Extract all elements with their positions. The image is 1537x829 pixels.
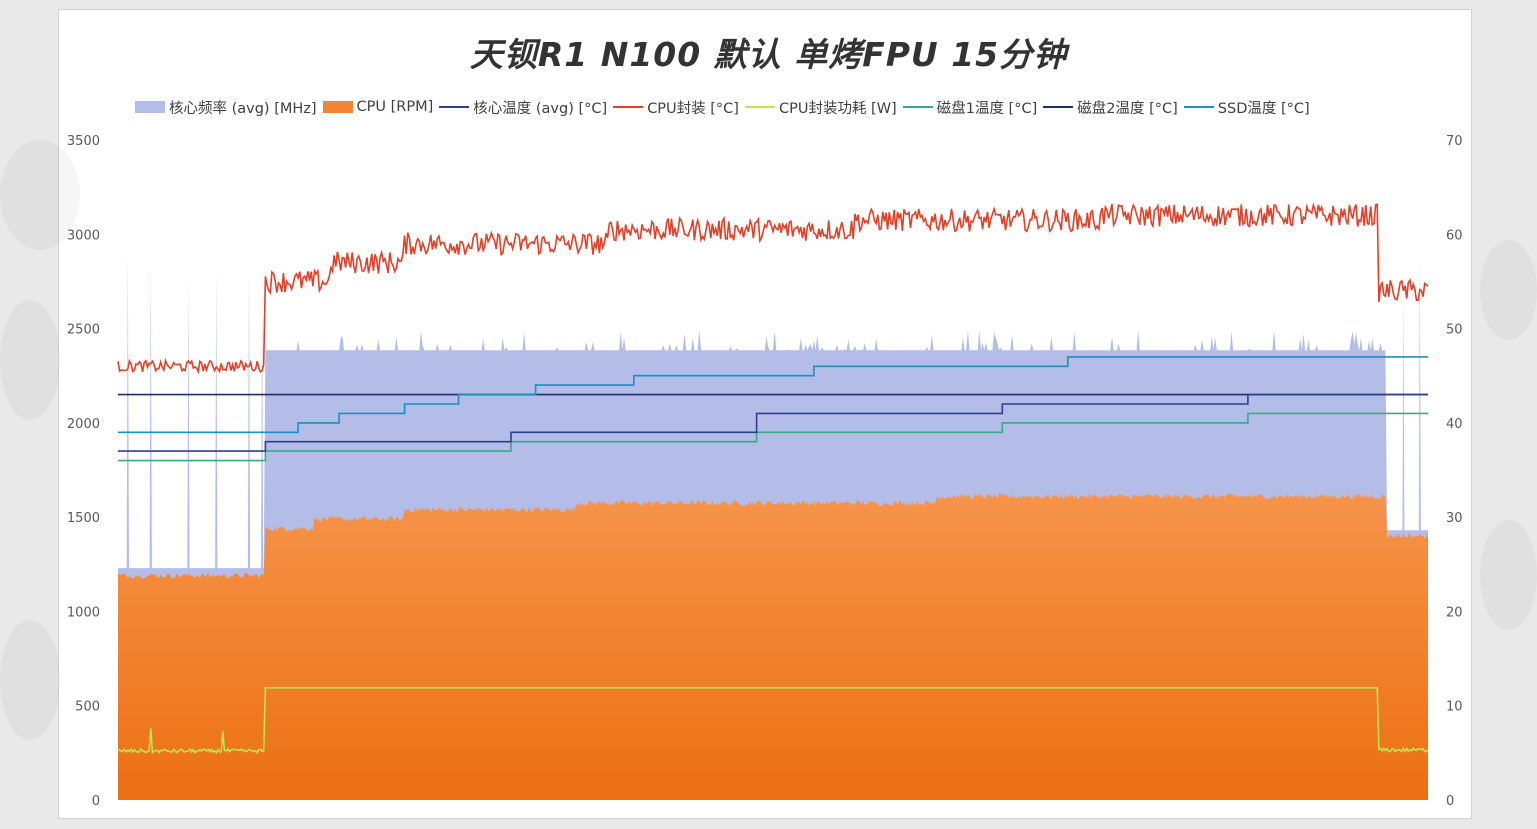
y-tick-left: 0: [92, 794, 100, 809]
legend-item-fan: CPU [RPM]: [322, 99, 434, 115]
legend-label: CPU封装功耗 [W]: [778, 100, 897, 117]
series-line-disk1: [118, 412, 1428, 462]
legend-label: 核心频率 (avg) [MHz]: [169, 100, 317, 117]
legend-swatch: [744, 106, 775, 108]
legend-swatch: [613, 106, 644, 108]
legend-swatch: [902, 106, 933, 108]
legend-item-disk2: 磁盘2温度 [°C]: [1043, 97, 1178, 118]
series-line-package-power: [117, 687, 1428, 755]
y-tick-right: 50: [1446, 323, 1463, 338]
chart-legend: 核心频率 (avg) [MHz] CPU [RPM] 核心温度 (avg) [°…: [135, 96, 1435, 118]
y-tick-left: 3500: [67, 134, 100, 149]
legend-label: SSD温度 [°C]: [1217, 100, 1310, 117]
legend-item-disk1: 磁盘1温度 [°C]: [902, 97, 1038, 118]
legend-item-package-temp: CPU封装 [°C]: [613, 97, 739, 118]
y-tick-right: 70: [1446, 134, 1463, 149]
series-line-core-temp: [118, 393, 1428, 452]
y-tick-left: 1500: [67, 511, 100, 526]
y-tick-right: 0: [1446, 794, 1454, 809]
y-tick-right: 40: [1446, 417, 1463, 432]
y-tick-right: 20: [1446, 605, 1463, 620]
legend-label: 磁盘1温度 [°C]: [936, 100, 1038, 117]
legend-label: 磁盘2温度 [°C]: [1077, 100, 1178, 117]
legend-item-package-power: CPU封装功耗 [W]: [744, 97, 897, 118]
y-tick-left: 2000: [67, 417, 100, 432]
legend-swatch: [1043, 106, 1074, 108]
y-tick-left: 3000: [67, 228, 100, 243]
legend-item-core-temp: 核心温度 (avg) [°C]: [439, 97, 607, 118]
series-area-fan: [118, 493, 1428, 800]
series-line-package-temp: [117, 202, 1429, 375]
legend-swatch: [439, 106, 470, 108]
legend-item-frequency: 核心频率 (avg) [MHz]: [135, 97, 317, 118]
y-tick-left: 2500: [67, 323, 100, 338]
legend-item-ssd: SSD温度 [°C]: [1183, 97, 1310, 118]
y-tick-left: 500: [75, 700, 100, 715]
y-tick-right: 60: [1446, 228, 1463, 243]
legend-label: CPU封装 [°C]: [647, 100, 739, 117]
legend-swatch: [135, 101, 165, 113]
legend-label: 核心温度 (avg) [°C]: [473, 100, 608, 117]
chart-title: 天钡R1 N100 默认 单烤FPU 15分钟: [469, 35, 1068, 74]
y-tick-right: 30: [1446, 511, 1463, 526]
y-tick-right: 10: [1446, 700, 1463, 715]
y-tick-left: 1000: [67, 605, 100, 620]
legend-swatch: [322, 101, 353, 113]
series-line-ssd: [118, 356, 1428, 434]
legend-swatch: [1183, 106, 1214, 108]
legend-label: CPU [RPM]: [356, 99, 434, 115]
